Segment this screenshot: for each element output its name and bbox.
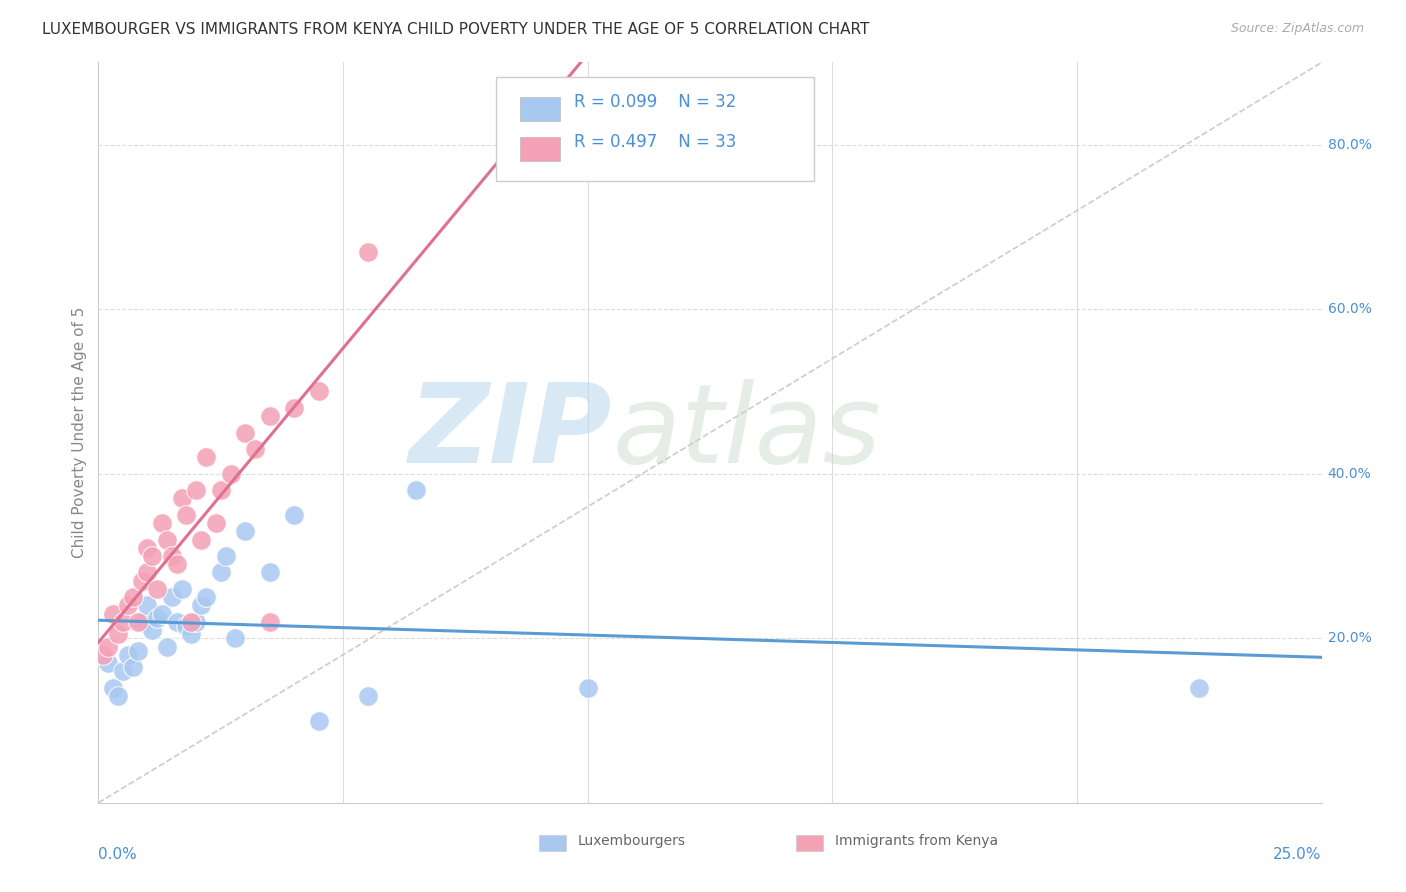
Point (117, 599, 139, 613)
Point (186, 483, 208, 498)
Point (224, 632, 246, 646)
Point (166, 615, 188, 629)
Text: 60.0%: 60.0% (1327, 302, 1372, 317)
Text: Source: ZipAtlas.com: Source: ZipAtlas.com (1230, 22, 1364, 36)
Point (131, 574, 153, 588)
Point (97, 656, 120, 670)
Point (308, 714, 330, 728)
Point (101, 607, 124, 621)
Point (233, 524, 256, 539)
FancyBboxPatch shape (538, 835, 565, 851)
Point (180, 615, 202, 629)
Point (121, 590, 143, 604)
Point (136, 566, 159, 580)
Point (127, 615, 149, 629)
Point (233, 425, 256, 440)
Point (160, 549, 183, 563)
Point (195, 450, 218, 465)
Point (160, 590, 183, 604)
Point (101, 681, 124, 695)
Point (156, 640, 179, 654)
Point (97, 640, 120, 654)
Point (170, 582, 193, 596)
Text: 20.0%: 20.0% (1327, 632, 1371, 645)
Point (111, 664, 134, 678)
Text: atlas: atlas (612, 379, 880, 486)
Point (107, 689, 129, 703)
Text: 0.0%: 0.0% (98, 847, 138, 863)
Text: R = 0.497    N = 33: R = 0.497 N = 33 (574, 134, 737, 152)
Point (156, 533, 179, 547)
Point (146, 582, 169, 596)
Point (283, 401, 305, 415)
Point (176, 508, 198, 522)
Point (283, 508, 305, 522)
Point (214, 549, 236, 563)
Point (127, 643, 149, 657)
FancyBboxPatch shape (520, 97, 560, 121)
Point (166, 558, 188, 572)
Text: 40.0%: 40.0% (1327, 467, 1371, 481)
Point (259, 615, 281, 629)
Point (209, 566, 232, 580)
Point (150, 607, 173, 621)
FancyBboxPatch shape (496, 78, 814, 181)
Point (136, 541, 159, 555)
Point (356, 244, 378, 259)
Point (121, 660, 143, 674)
Point (1188, 681, 1211, 695)
Point (131, 615, 153, 629)
Point (150, 516, 173, 530)
Point (209, 483, 232, 498)
Point (219, 467, 242, 481)
FancyBboxPatch shape (796, 835, 823, 851)
Point (117, 648, 139, 662)
Point (146, 610, 169, 624)
Point (186, 615, 208, 629)
Point (136, 599, 159, 613)
Text: 80.0%: 80.0% (1327, 137, 1372, 152)
Text: ZIP: ZIP (409, 379, 612, 486)
Text: LUXEMBOURGER VS IMMIGRANTS FROM KENYA CHILD POVERTY UNDER THE AGE OF 5 CORRELATI: LUXEMBOURGER VS IMMIGRANTS FROM KENYA CH… (42, 22, 869, 37)
Point (190, 599, 212, 613)
Point (243, 442, 266, 456)
Point (259, 566, 281, 580)
Point (180, 627, 202, 641)
Text: R = 0.099    N = 32: R = 0.099 N = 32 (574, 94, 737, 112)
Point (405, 483, 427, 498)
Point (91, 648, 114, 662)
Point (576, 681, 599, 695)
Point (107, 627, 129, 641)
Point (205, 516, 228, 530)
Point (111, 615, 134, 629)
Point (195, 590, 218, 604)
FancyBboxPatch shape (520, 137, 560, 161)
Text: 25.0%: 25.0% (1274, 847, 1322, 863)
Point (259, 409, 281, 424)
Point (356, 689, 378, 703)
Point (141, 549, 163, 563)
Text: Immigrants from Kenya: Immigrants from Kenya (835, 833, 998, 847)
Point (308, 384, 330, 399)
Point (141, 623, 163, 637)
Point (190, 533, 212, 547)
Point (176, 619, 198, 633)
Text: Luxembourgers: Luxembourgers (578, 833, 686, 847)
Y-axis label: Child Poverty Under the Age of 5: Child Poverty Under the Age of 5 (72, 307, 87, 558)
Point (170, 491, 193, 506)
